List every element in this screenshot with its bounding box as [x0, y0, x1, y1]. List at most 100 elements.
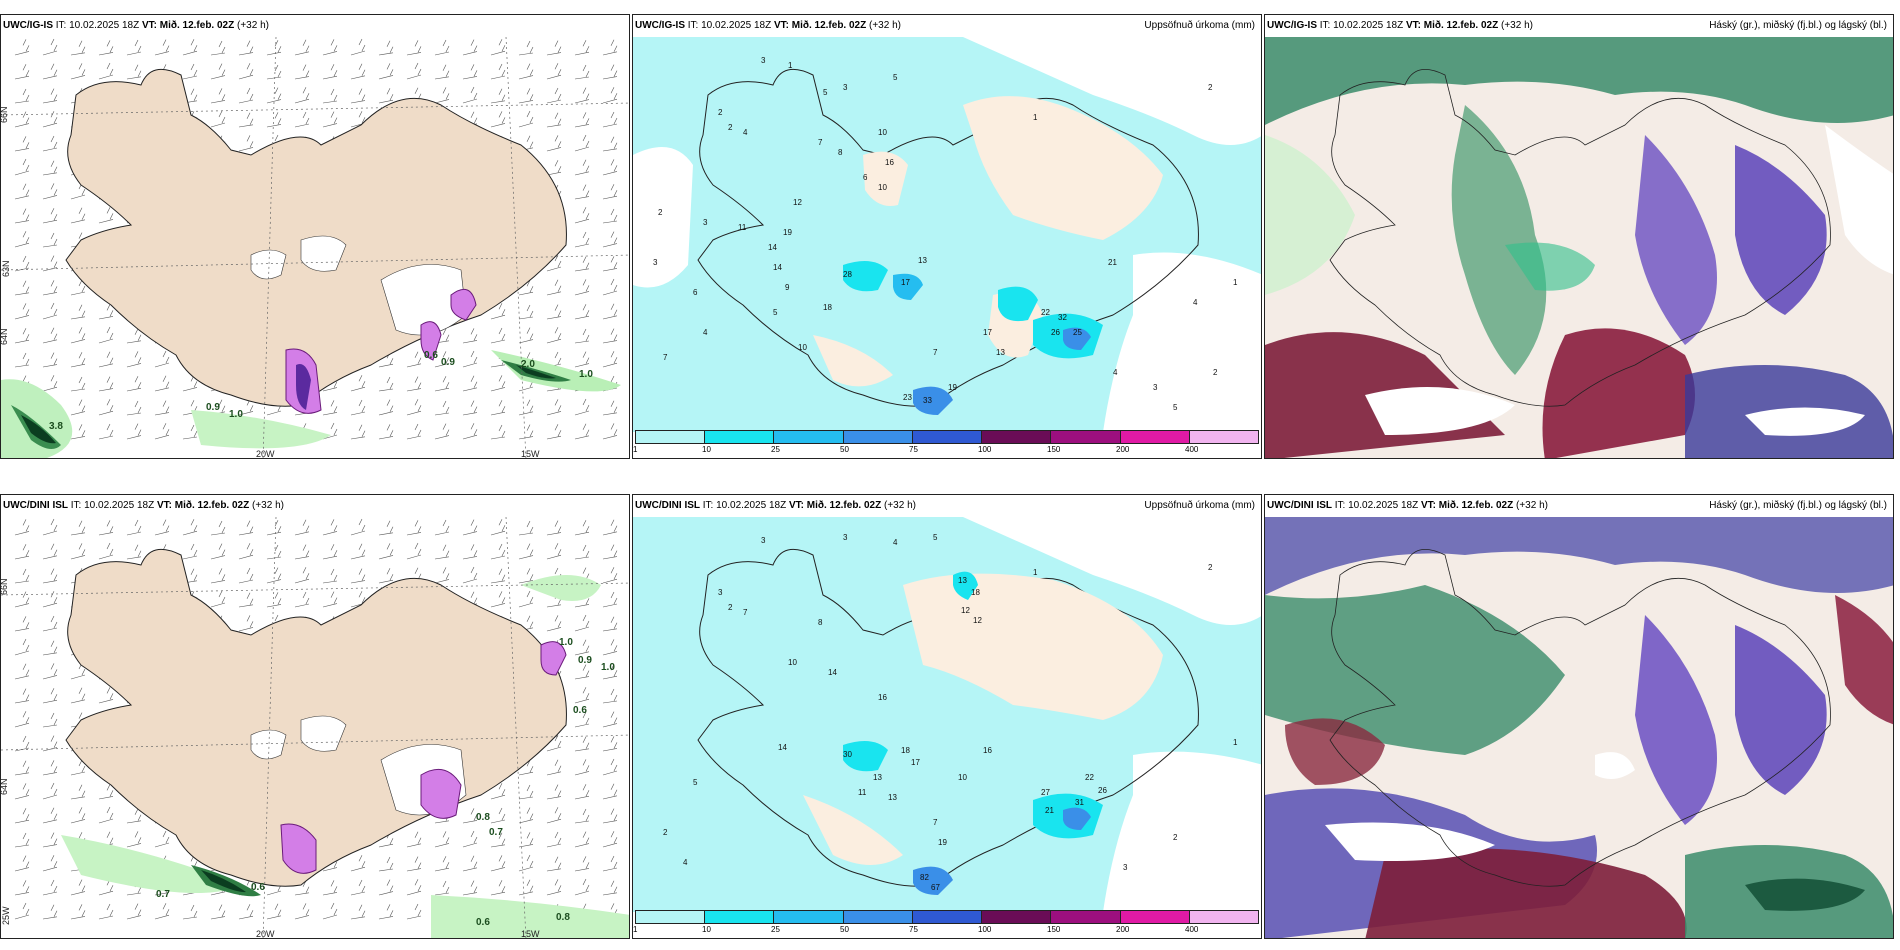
wind-barb — [42, 615, 58, 632]
lat-label: 66N — [1, 578, 9, 595]
wind-barb — [126, 376, 142, 392]
lon-label: 15W — [521, 929, 540, 939]
wind-barb — [70, 304, 86, 320]
wind-barb — [602, 423, 618, 440]
wind-barb — [266, 64, 282, 80]
tick-label: 10 — [702, 445, 711, 454]
wind-barb — [14, 158, 30, 176]
lead-time: (+32 h) — [869, 20, 901, 31]
wind-barb — [350, 879, 366, 896]
svg-text:14: 14 — [828, 668, 837, 677]
wind-barb — [14, 111, 30, 128]
lat-label: 25W — [1, 906, 11, 925]
wind-barb — [490, 568, 506, 584]
wind-barb — [42, 280, 58, 296]
wind-barb — [490, 375, 506, 392]
wind-barb — [574, 639, 590, 656]
tick-label: 10 — [702, 925, 711, 934]
svg-text:0.8: 0.8 — [476, 812, 490, 823]
svg-text:0.6: 0.6 — [476, 917, 490, 928]
wind-barb — [154, 375, 170, 392]
svg-text:16: 16 — [885, 158, 894, 167]
svg-text:0.6: 0.6 — [251, 882, 265, 893]
wind-barb — [210, 568, 226, 584]
wind-barb — [518, 784, 534, 800]
wind-barb — [602, 400, 618, 416]
svg-text:4: 4 — [893, 538, 898, 547]
wind-barb — [574, 279, 590, 296]
wind-barb — [574, 520, 590, 536]
svg-text:3: 3 — [1153, 383, 1158, 392]
wind-barb — [182, 39, 198, 56]
it-label: IT: — [687, 20, 699, 31]
wind-barb — [602, 39, 618, 56]
contour-value: 1.0 — [229, 409, 243, 420]
wind-barb — [490, 303, 506, 320]
svg-text:5: 5 — [933, 533, 938, 542]
wind-barb — [70, 687, 86, 704]
wind-barb — [70, 63, 86, 80]
wind-barb — [462, 808, 478, 824]
wind-barb — [574, 423, 590, 440]
svg-text:67: 67 — [931, 883, 940, 892]
svg-text:1: 1 — [788, 61, 793, 70]
wind-barb — [574, 64, 590, 80]
swatch — [912, 911, 983, 923]
wind-barb — [42, 640, 58, 656]
wind-barb — [378, 40, 394, 56]
wind-barb — [546, 520, 562, 536]
it-value: 10.02.2025 18Z — [1333, 20, 1404, 31]
wind-barb — [14, 880, 30, 896]
wind-barb — [602, 783, 618, 800]
wind-barb — [98, 40, 114, 56]
svg-text:4: 4 — [1193, 298, 1198, 307]
svg-text:0.7: 0.7 — [156, 889, 170, 900]
wind-barb — [602, 567, 618, 584]
wind-barb — [98, 806, 114, 824]
wind-barb — [546, 734, 562, 752]
wind-barb — [98, 520, 114, 536]
wind-barb — [182, 519, 198, 536]
svg-text:5: 5 — [823, 88, 828, 97]
lead-time: (+32 h) — [237, 20, 269, 31]
wind-barb — [490, 327, 506, 344]
wind-barb — [14, 136, 30, 152]
wind-barb — [126, 831, 142, 848]
wind-barb — [14, 832, 30, 848]
wind-barb — [546, 543, 562, 560]
wind-barb — [42, 832, 58, 848]
wind-barb — [546, 784, 562, 800]
wind-barb — [42, 712, 58, 728]
wind-barb — [546, 135, 562, 152]
wind-barb — [518, 40, 534, 56]
wind-barb — [546, 87, 562, 104]
svg-text:3: 3 — [653, 258, 658, 267]
panel-header: UWC/IG-IS IT: 10.02.2025 18Z VT: Mið. 12… — [633, 15, 1261, 37]
svg-text:10: 10 — [878, 183, 887, 192]
wind-barb — [378, 543, 394, 560]
wind-barb — [602, 351, 618, 368]
contour-value: 0.9 — [441, 357, 455, 368]
svg-text:7: 7 — [933, 348, 938, 357]
wind-barb — [210, 590, 226, 608]
svg-text:2: 2 — [1208, 563, 1213, 572]
it-value: 10.02.2025 18Z — [716, 500, 787, 511]
wind-barb — [154, 350, 170, 368]
wind-barb — [322, 568, 338, 584]
wind-barb — [350, 424, 366, 440]
wind-barb — [42, 135, 58, 152]
wind-barb — [238, 615, 254, 632]
model-name: UWC/DINI ISL — [1267, 500, 1332, 511]
wind-barb — [574, 134, 590, 152]
svg-text:1: 1 — [1233, 278, 1238, 287]
svg-text:1: 1 — [1033, 568, 1038, 577]
wind-barb — [434, 880, 450, 896]
wind-barb — [322, 64, 338, 80]
svg-text:2: 2 — [663, 828, 668, 837]
it-label: IT: — [1334, 500, 1346, 511]
svg-text:27: 27 — [1041, 788, 1050, 797]
panel-title: Háský (gr.), miðský (fj.bl.) og lágský (… — [1709, 500, 1887, 511]
wind-barb — [574, 256, 590, 272]
svg-text:18: 18 — [901, 746, 910, 755]
wind-barb — [126, 808, 142, 824]
